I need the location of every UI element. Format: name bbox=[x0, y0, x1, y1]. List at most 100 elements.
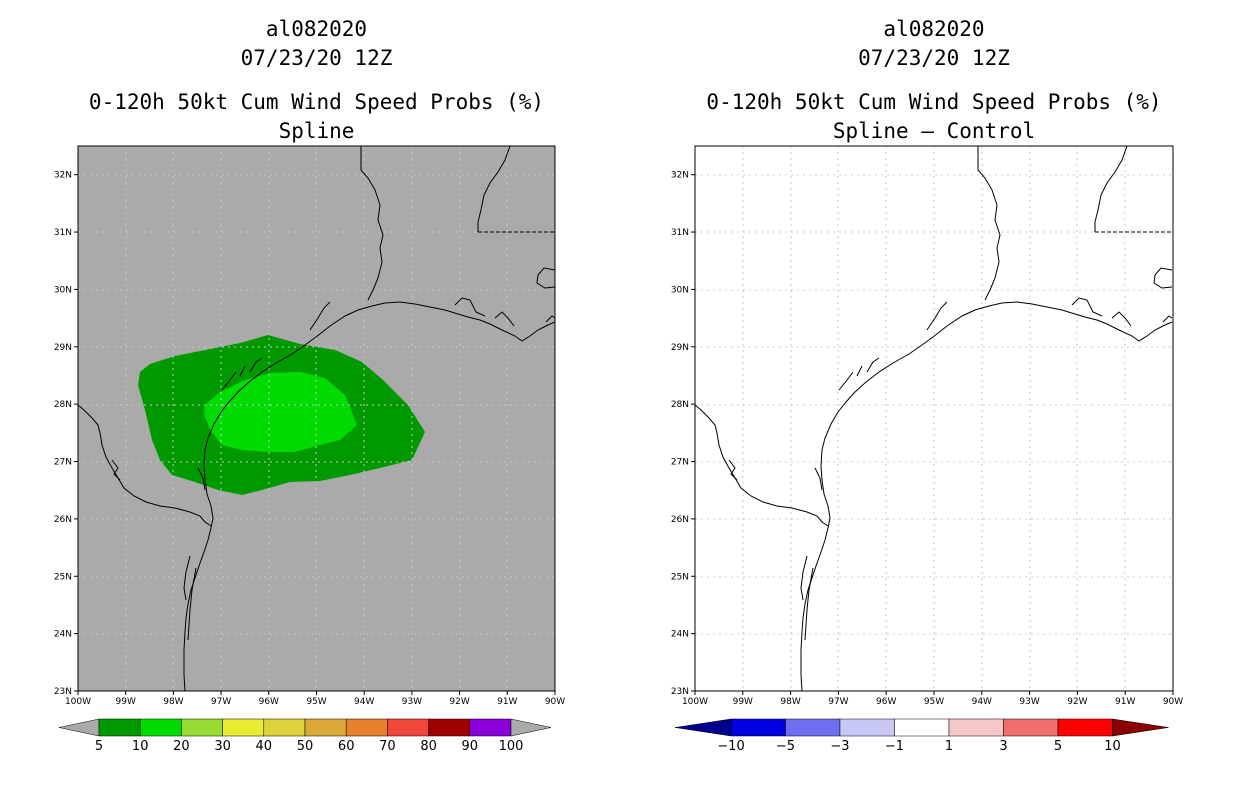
left-subtitle: Spline bbox=[278, 119, 355, 143]
right-lat-label: 31N bbox=[671, 228, 689, 238]
left-colorbar-swatch bbox=[263, 718, 306, 737]
right-colorbar-under-triangle bbox=[674, 718, 732, 737]
right-lon-label: 100W bbox=[682, 697, 708, 707]
left-lat-label: 23N bbox=[54, 687, 72, 697]
right-coastlines bbox=[695, 146, 1173, 691]
left-colorbar: 5 10 20 30 40 50 60 70 80 90 100 bbox=[58, 718, 552, 754]
left-colorbar-label: 5 bbox=[95, 739, 103, 754]
left-lat-label: 29N bbox=[54, 343, 72, 353]
left-title-block: al082020 07/23/20 12Z 0-120h 50kt Cum Wi… bbox=[78, 15, 555, 146]
right-colorbar-swatch bbox=[1057, 718, 1113, 737]
right-colorbar-swatch bbox=[948, 718, 1004, 737]
left-colorbar-label: 80 bbox=[420, 739, 437, 754]
left-lon-label: 99W bbox=[116, 697, 136, 707]
right-lat-label: 26N bbox=[671, 515, 689, 525]
left-colorbar-label: 50 bbox=[297, 739, 314, 754]
right-colorbar-swatch bbox=[1003, 718, 1059, 737]
right-product-title: 0-120h 50kt Cum Wind Speed Probs (%) bbox=[706, 90, 1162, 114]
left-lon-label: 90W bbox=[545, 697, 565, 707]
right-lat-label: 29N bbox=[671, 343, 689, 353]
right-lon-label: 94W bbox=[972, 697, 992, 707]
right-colorbar-label: 1 bbox=[945, 739, 953, 754]
right-map: 23N 24N 25N 26N 27N 28N 29N 30N 31N 32N 100W 99W 98W… bbox=[671, 145, 1183, 707]
left-map: 23N 24N 25N 26N 27N 28N 29N 30N 31N 32N 100W 99W 98W… bbox=[54, 145, 565, 707]
right-lon-label: 99W bbox=[733, 697, 753, 707]
right-lon-label: 92W bbox=[1067, 697, 1087, 707]
right-colorbar-swatch bbox=[839, 718, 895, 737]
right-colorbar-label: −10 bbox=[717, 739, 744, 754]
left-lat-label: 27N bbox=[54, 458, 72, 468]
right-colorbar-label: −5 bbox=[776, 739, 795, 754]
left-product-title: 0-120h 50kt Cum Wind Speed Probs (%) bbox=[88, 90, 545, 114]
right-lat-label: 24N bbox=[671, 630, 689, 640]
right-lon-label: 98W bbox=[780, 697, 800, 707]
right-colorbar-swatch bbox=[730, 718, 786, 737]
left-lon-label: 95W bbox=[306, 697, 326, 707]
left-colorbar-swatch bbox=[222, 718, 265, 737]
left-lat-label: 31N bbox=[54, 228, 72, 238]
right-colorbar-label: −3 bbox=[830, 739, 849, 754]
left-lat-label: 28N bbox=[54, 400, 72, 410]
left-colorbar-label: 60 bbox=[338, 739, 355, 754]
left-lon-label: 94W bbox=[354, 697, 374, 707]
left-colorbar-label: 10 bbox=[132, 739, 149, 754]
left-storm-id: al082020 bbox=[265, 17, 368, 41]
left-lat-label: 32N bbox=[54, 171, 72, 181]
right-title-block: al082020 07/23/20 12Z 0-120h 50kt Cum Wi… bbox=[695, 15, 1173, 146]
left-axis: 23N 24N 25N 26N 27N 28N 29N 30N 31N 32N 100W 99W 98W… bbox=[54, 171, 565, 707]
left-lat-label: 24N bbox=[54, 630, 72, 640]
left-colorbar-label: 90 bbox=[462, 739, 479, 754]
right-colorbar-label: 10 bbox=[1104, 739, 1121, 754]
right-lon-label: 93W bbox=[1019, 697, 1039, 707]
right-lon-label: 95W bbox=[924, 697, 944, 707]
left-colorbar-label: 100 bbox=[499, 739, 524, 754]
right-datetime: 07/23/20 12Z bbox=[858, 46, 1010, 70]
left-colorbar-label: 20 bbox=[173, 739, 190, 754]
right-lat-label: 30N bbox=[671, 285, 689, 295]
left-colorbar-label: 70 bbox=[379, 739, 396, 754]
left-colorbar-swatch bbox=[469, 718, 512, 737]
left-colorbar-swatch bbox=[181, 718, 223, 737]
right-colorbar: −10 −5 −3 −1 1 3 5 10 bbox=[674, 718, 1169, 754]
right-colorbar-over-triangle bbox=[1112, 718, 1169, 737]
left-lat-label: 30N bbox=[54, 285, 72, 295]
left-lat-label: 26N bbox=[54, 515, 72, 525]
left-lon-label: 98W bbox=[163, 697, 183, 707]
left-colorbar-swatch bbox=[139, 718, 182, 737]
right-lat-label: 27N bbox=[671, 458, 689, 468]
left-lon-label: 93W bbox=[402, 697, 422, 707]
left-lon-label: 96W bbox=[259, 697, 279, 707]
right-lon-label: 90W bbox=[1163, 697, 1183, 707]
right-lat-label: 28N bbox=[671, 400, 689, 410]
left-colorbar-label: 40 bbox=[256, 739, 273, 754]
prob-contour-10-20 bbox=[204, 372, 357, 452]
right-lat-label: 32N bbox=[671, 171, 689, 181]
right-lat-label: 23N bbox=[671, 687, 689, 697]
left-colorbar-under-triangle bbox=[58, 718, 100, 737]
left-lon-label: 100W bbox=[65, 697, 91, 707]
right-storm-id: al082020 bbox=[883, 17, 985, 41]
left-coastlines bbox=[78, 146, 555, 691]
right-subtitle: Spline – Control bbox=[832, 119, 1036, 143]
left-colorbar-swatch bbox=[98, 718, 141, 737]
right-colorbar-swatch bbox=[785, 718, 841, 737]
right-lon-label: 91W bbox=[1115, 697, 1135, 707]
right-lon-label: 96W bbox=[876, 697, 896, 707]
left-colorbar-swatch bbox=[345, 718, 388, 737]
left-colorbar-swatch bbox=[387, 718, 429, 737]
right-lat-label: 25N bbox=[671, 572, 689, 582]
left-lon-label: 97W bbox=[211, 697, 231, 707]
left-colorbar-over-triangle bbox=[510, 718, 552, 737]
right-axis: 23N 24N 25N 26N 27N 28N 29N 30N 31N 32N 100W 99W 98W… bbox=[671, 171, 1183, 707]
right-colorbar-label: 3 bbox=[999, 739, 1007, 754]
left-colorbar-swatch bbox=[428, 718, 471, 737]
left-colorbar-swatch bbox=[304, 718, 347, 737]
left-lat-label: 25N bbox=[54, 572, 72, 582]
left-lon-label: 92W bbox=[449, 697, 469, 707]
left-datetime: 07/23/20 12Z bbox=[240, 46, 393, 70]
right-colorbar-label: −1 bbox=[885, 739, 904, 754]
right-lon-label: 97W bbox=[828, 697, 848, 707]
left-colorbar-label: 30 bbox=[214, 739, 231, 754]
right-colorbar-label: 5 bbox=[1054, 739, 1062, 754]
